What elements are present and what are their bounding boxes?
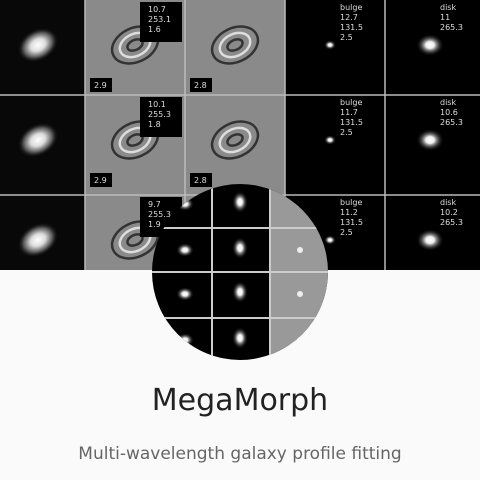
bulge-label: 11.7	[340, 108, 358, 117]
disk-label: disk	[440, 3, 456, 12]
residual-arm	[210, 120, 260, 160]
panel-label: 10.7	[148, 5, 166, 14]
panel-label: 1.8	[148, 120, 161, 129]
disk-label: 10.2	[440, 208, 458, 217]
note-label: 2.8	[194, 176, 207, 185]
bulge-label: bulge	[340, 3, 362, 12]
panel-label: 1.6	[148, 25, 161, 34]
residual-arm	[218, 126, 252, 154]
bulge-label: 131.5	[340, 218, 363, 227]
residual-arm	[226, 38, 244, 52]
card-subtitle: Multi-wavelength galaxy profile fitting	[78, 444, 401, 464]
panel-label: 9.7	[148, 200, 161, 209]
bulge-label: bulge	[340, 198, 362, 207]
panel-label: 10.1	[148, 100, 166, 109]
disk-model	[416, 228, 444, 252]
disk-label: 265.3	[440, 218, 463, 227]
note-box	[190, 173, 212, 187]
panel-label: 255.3	[148, 110, 171, 119]
bulge-label: 2.5	[340, 128, 353, 137]
galaxy	[17, 222, 59, 258]
disk-label: 265.3	[440, 118, 463, 127]
avatar-galaxy	[176, 287, 194, 301]
bulge-label: 131.5	[340, 23, 363, 32]
note-box	[90, 78, 112, 92]
bulge-label: 11.2	[340, 208, 358, 217]
label-box	[140, 2, 182, 42]
avatar-galaxy	[232, 237, 248, 259]
note-label: 2.9	[94, 176, 107, 185]
bulge-label: 2.5	[340, 228, 353, 237]
panel-label: 255.3	[148, 210, 171, 219]
disk-label: disk	[440, 98, 456, 107]
residual-arm	[210, 25, 260, 65]
disk-label: 265.3	[440, 23, 463, 32]
avatar-galaxy	[176, 243, 194, 257]
avatar-galaxy	[232, 191, 248, 213]
note-box	[90, 173, 112, 187]
bulge-model	[324, 235, 336, 245]
bulge-label: bulge	[340, 98, 362, 107]
note-box	[190, 78, 212, 92]
avatar-galaxy	[232, 327, 248, 349]
disk-label: 11	[440, 13, 450, 22]
galaxy	[17, 122, 59, 158]
disk-label: disk	[440, 198, 456, 207]
disk-model	[416, 128, 444, 152]
avatar-star	[297, 247, 303, 253]
residual-arm	[226, 133, 244, 147]
avatar-star	[297, 291, 303, 297]
avatar-galaxy	[232, 281, 248, 303]
disk-label: 10.6	[440, 108, 458, 117]
residual-arm	[218, 31, 252, 59]
galaxy	[17, 27, 59, 63]
panel-label: 1.9	[148, 220, 161, 229]
label-box	[140, 97, 182, 137]
panel-label: 253.1	[148, 15, 171, 24]
bulge-label: 2.5	[340, 33, 353, 42]
bulge-label: 131.5	[340, 118, 363, 127]
disk-model	[416, 33, 444, 57]
note-label: 2.9	[94, 81, 107, 90]
bulge-model	[324, 135, 336, 145]
bulge-label: 12.7	[340, 13, 358, 22]
bulge-model	[324, 40, 336, 50]
card-title: MegaMorph	[152, 383, 328, 418]
note-label: 2.8	[194, 81, 207, 90]
